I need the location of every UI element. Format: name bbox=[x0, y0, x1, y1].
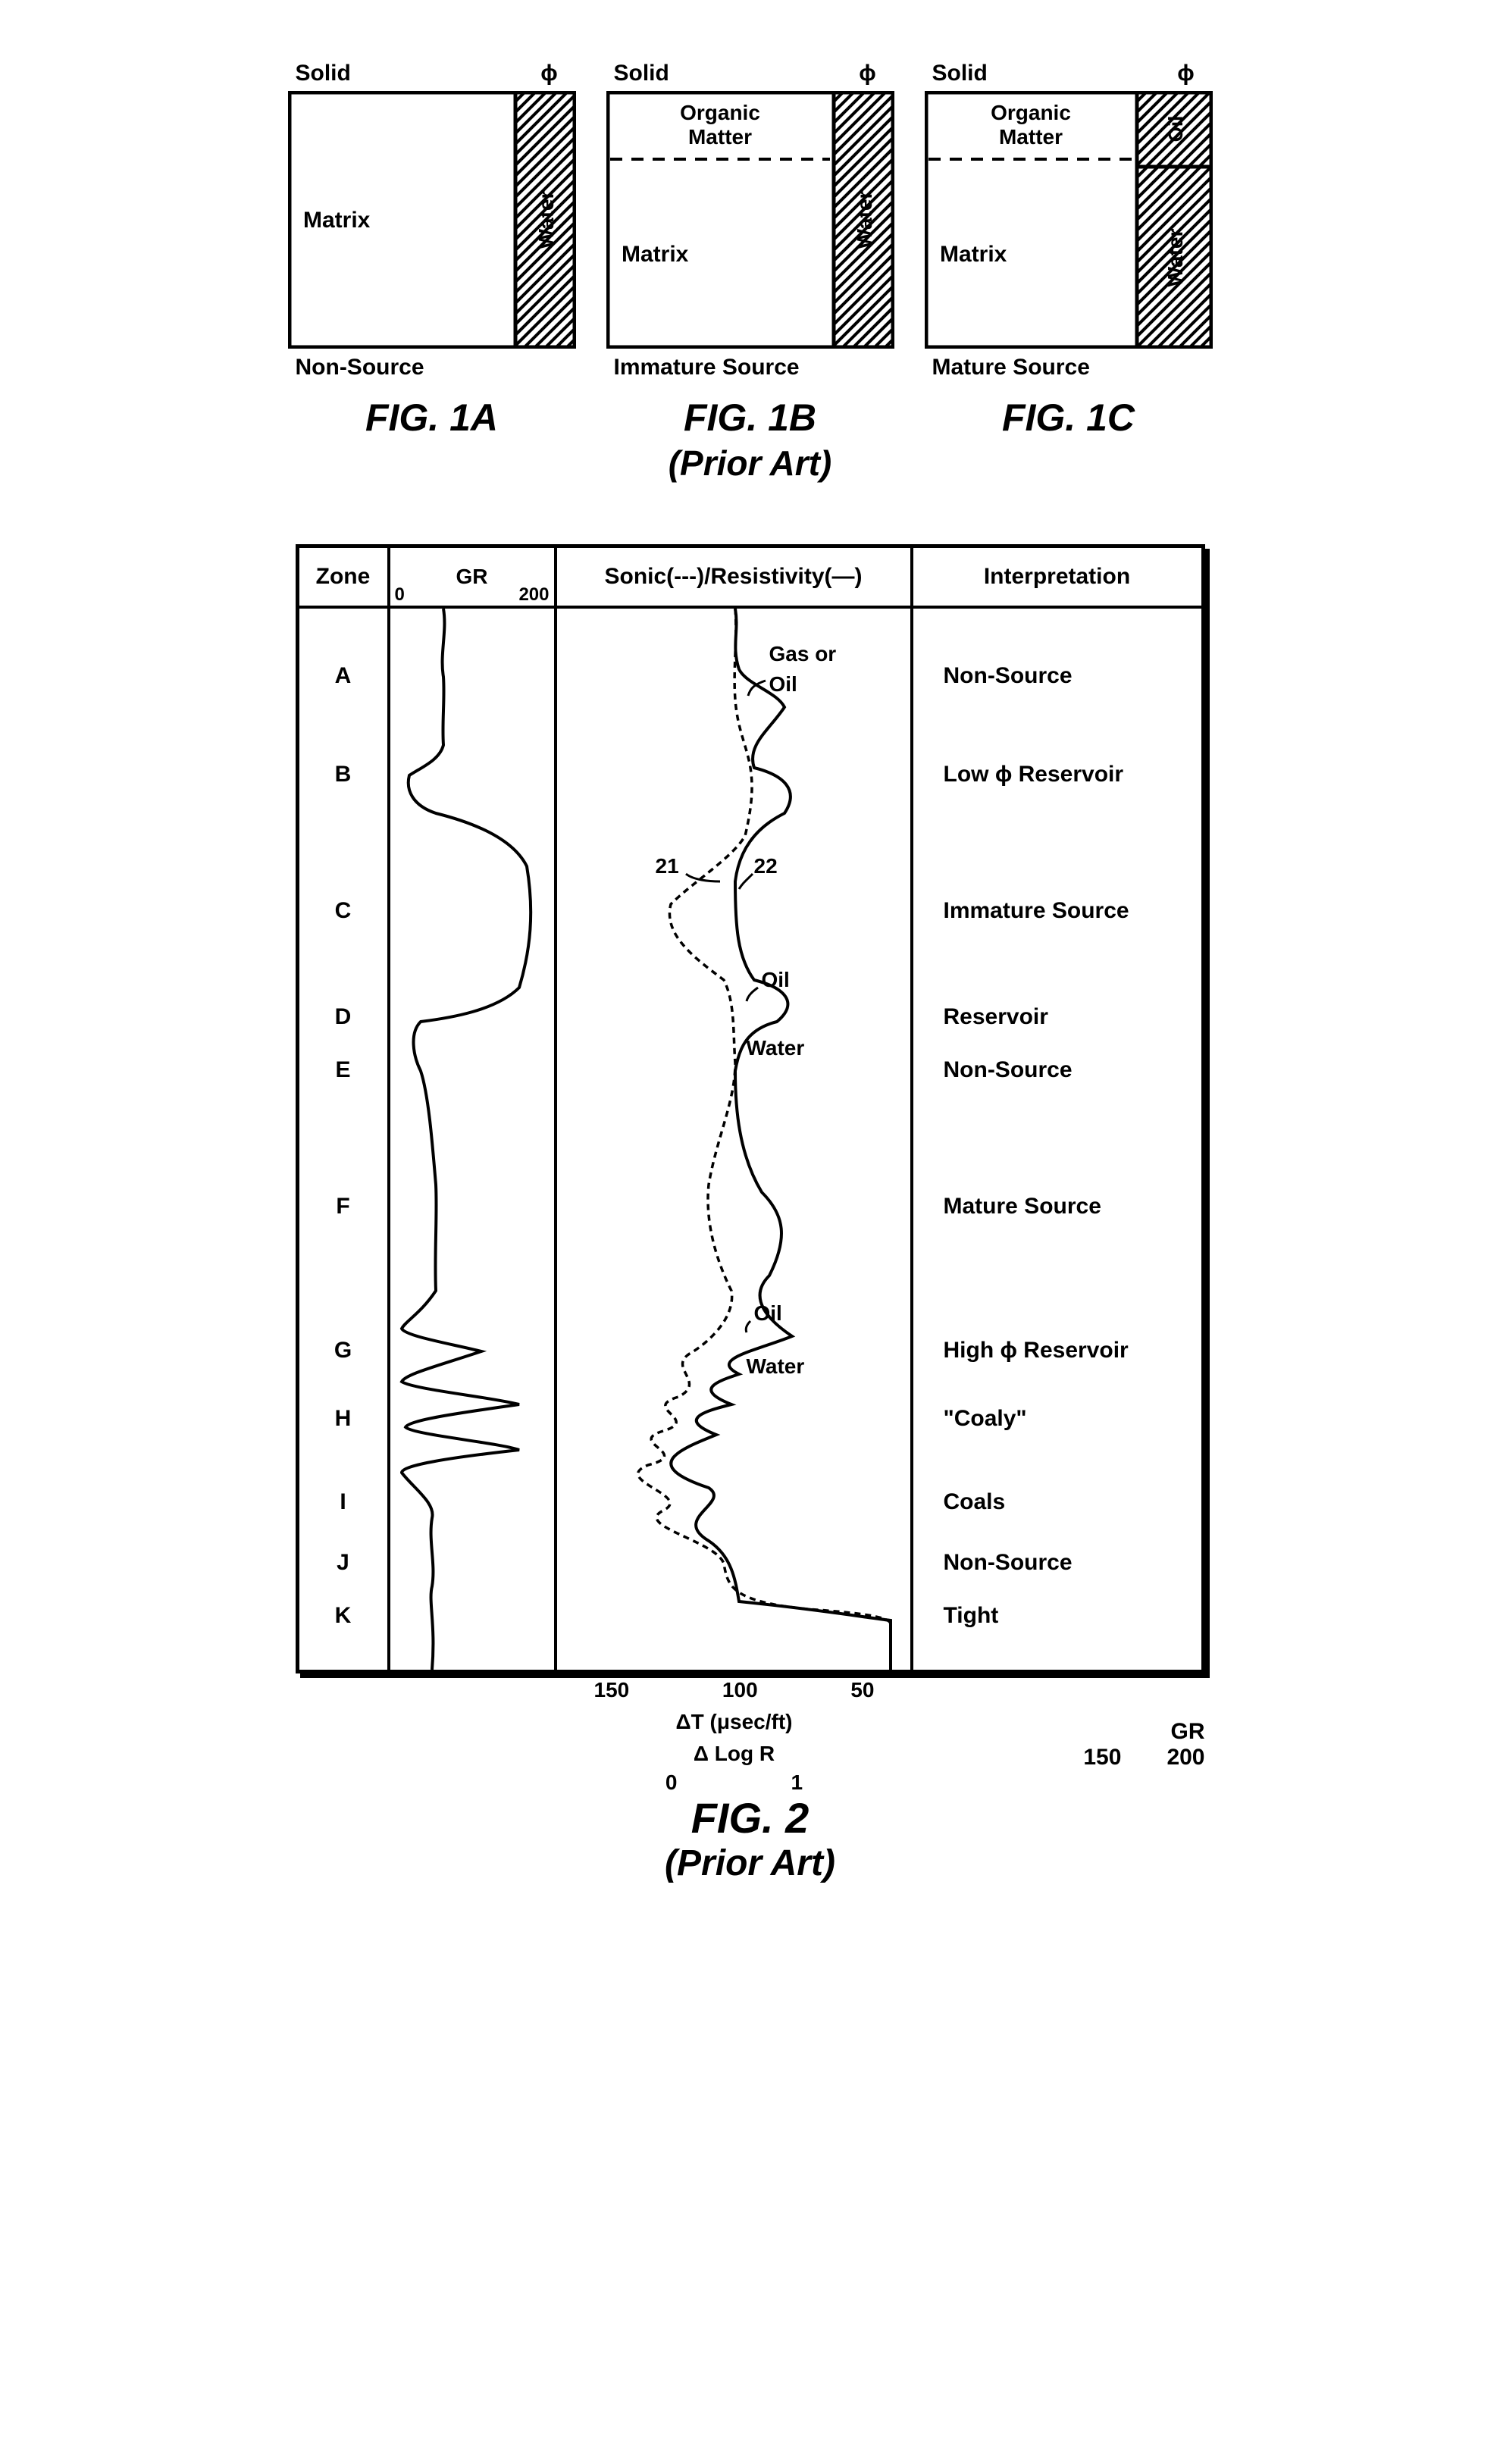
callout-leader bbox=[747, 988, 758, 1001]
dt-tick: 50 bbox=[850, 1678, 874, 1702]
rock-box: Solidϕ Matrix Water Non-Source bbox=[288, 61, 576, 380]
gr-tick: 200 bbox=[1166, 1745, 1204, 1771]
interpretation-label: Non-Source bbox=[944, 1057, 1073, 1083]
svg-text:Matrix: Matrix bbox=[940, 242, 1007, 267]
fig2-wrap: Zone GR 0 200 Sonic(---)/Resistivity(—) … bbox=[227, 544, 1273, 1673]
header-gr-label: GR bbox=[456, 566, 488, 587]
fig2-axes: 150 100 50 ΔT (μsec/ft) Δ Log R 0 1 GR 1… bbox=[296, 1678, 1205, 1771]
svg-text:Matter: Matter bbox=[687, 125, 751, 149]
interpretation-label: Reservoir bbox=[944, 1004, 1048, 1030]
rock-svg: Matrix Water bbox=[288, 91, 576, 349]
zone-label: K bbox=[299, 1603, 387, 1629]
sr-annotation: 21 bbox=[656, 854, 679, 878]
rock-caption: Non-Source bbox=[288, 355, 576, 380]
header-sonic-resist: Sonic(---)/Resistivity(—) bbox=[557, 548, 913, 606]
log-sr-col: Gas or Oil 21 22 Oil Water Oil Water bbox=[557, 609, 913, 1670]
dt-tick: 150 bbox=[594, 1678, 630, 1702]
log-header: Zone GR 0 200 Sonic(---)/Resistivity(—) … bbox=[299, 548, 1201, 609]
svg-text:Water: Water bbox=[1163, 229, 1187, 287]
log-gr-col bbox=[390, 609, 557, 1670]
gr-curve bbox=[402, 609, 531, 1670]
zone-label: J bbox=[299, 1550, 387, 1576]
header-zone: Zone bbox=[299, 548, 390, 606]
interpretation-label: Immature Source bbox=[944, 898, 1129, 924]
interpretation-label: Low ϕ Reservoir bbox=[944, 762, 1124, 787]
dt-tick: 100 bbox=[722, 1678, 758, 1702]
sr-annotation: Water bbox=[747, 1036, 805, 1060]
rock-box: Solidϕ OrganicMatter Matrix Water Immatu… bbox=[606, 61, 894, 380]
interpretation-label: High ϕ Reservoir bbox=[944, 1338, 1129, 1363]
rock-caption: Mature Source bbox=[925, 355, 1213, 380]
interpretation-label: "Coaly" bbox=[944, 1406, 1027, 1432]
fig1-label: FIG. 1B bbox=[606, 396, 894, 440]
header-gr: GR 0 200 bbox=[390, 548, 557, 606]
log-panel: Zone GR 0 200 Sonic(---)/Resistivity(—) … bbox=[296, 544, 1205, 1673]
header-gr-min: 0 bbox=[395, 586, 405, 604]
dlogr-tick: 1 bbox=[791, 1771, 803, 1795]
dt-axis-label: ΔT (μsec/ft) bbox=[556, 1710, 913, 1734]
interpretation-label: Tight bbox=[944, 1603, 999, 1629]
sonic-curve bbox=[637, 609, 890, 1670]
dlogr-axis-label: Δ Log R bbox=[556, 1742, 913, 1766]
zone-label: C bbox=[299, 898, 387, 924]
sr-annotation: Gas or bbox=[769, 642, 837, 666]
interpretation-label: Non-Source bbox=[944, 1550, 1073, 1576]
interpretation-label: Non-Source bbox=[944, 663, 1073, 689]
sr-annotation: Oil bbox=[754, 1301, 782, 1326]
dlogr-ticks: 0 1 bbox=[556, 1771, 913, 1795]
phi-label: ϕ bbox=[1160, 61, 1213, 86]
fig1-label: FIG. 1A bbox=[288, 396, 576, 440]
zone-label: E bbox=[299, 1057, 387, 1083]
zone-label: I bbox=[299, 1489, 387, 1515]
callout-leader bbox=[739, 874, 753, 889]
sr-annotation: Oil bbox=[769, 672, 797, 697]
rock-box: Solidϕ OrganicMatter Matrix Water Oil Ma… bbox=[925, 61, 1213, 380]
header-gr-max: 200 bbox=[518, 586, 549, 604]
svg-text:Matter: Matter bbox=[998, 125, 1062, 149]
log-int-col: Non-Source Low ϕ Reservoir Immature Source… bbox=[913, 609, 1201, 1670]
svg-text:Organic: Organic bbox=[991, 101, 1071, 124]
fig1-row: Solidϕ Matrix Water Non-SourceSolidϕ Org… bbox=[227, 61, 1273, 380]
sr-annotation: Oil bbox=[762, 968, 790, 992]
dt-ticks: 150 100 50 bbox=[556, 1678, 913, 1702]
solid-label: Solid bbox=[925, 61, 1160, 86]
phi-label: ϕ bbox=[523, 61, 576, 86]
fig2-label: FIG. 2 bbox=[227, 1793, 1273, 1843]
fig1-prior-art: (Prior Art) bbox=[227, 443, 1273, 484]
svg-text:Water: Water bbox=[853, 191, 876, 249]
sr-curve-svg bbox=[557, 609, 913, 1670]
gr-curve-svg bbox=[390, 609, 557, 1670]
dlogr-tick: 0 bbox=[665, 1771, 678, 1795]
header-interpretation: Interpretation bbox=[913, 548, 1201, 606]
log-zone-col: A B C D E F G H I J K bbox=[299, 609, 390, 1670]
svg-text:Oil: Oil bbox=[1164, 116, 1187, 142]
svg-text:Matrix: Matrix bbox=[622, 242, 689, 267]
fig1-label: FIG. 1C bbox=[925, 396, 1213, 440]
sr-annotation: 22 bbox=[754, 854, 778, 878]
zone-label: G bbox=[299, 1338, 387, 1363]
resistivity-curve bbox=[671, 609, 891, 1670]
interpretation-label: Coals bbox=[944, 1489, 1006, 1515]
sr-annotation: Water bbox=[747, 1354, 805, 1379]
interpretation-label: Mature Source bbox=[944, 1194, 1101, 1219]
rock-svg: OrganicMatter Matrix Water bbox=[606, 91, 894, 349]
fig2-prior-art: (Prior Art) bbox=[227, 1843, 1273, 1884]
fig1-labels-row: FIG. 1A FIG. 1B FIG. 1C bbox=[227, 396, 1273, 440]
gr-tick: 150 bbox=[1083, 1745, 1121, 1771]
svg-text:Matrix: Matrix bbox=[303, 208, 371, 233]
zone-label: F bbox=[299, 1194, 387, 1219]
callout-leader bbox=[746, 1321, 750, 1332]
solid-label: Solid bbox=[606, 61, 841, 86]
solid-label: Solid bbox=[288, 61, 523, 86]
svg-text:Water: Water bbox=[534, 191, 558, 249]
rock-caption: Immature Source bbox=[606, 355, 894, 380]
zone-label: B bbox=[299, 762, 387, 787]
zone-label: D bbox=[299, 1004, 387, 1030]
zone-label: H bbox=[299, 1406, 387, 1432]
log-body: ABCDEFGHIJK Gas orOil2122OilWaterOilWa bbox=[299, 609, 1201, 1670]
zone-label: A bbox=[299, 663, 387, 689]
svg-text:Organic: Organic bbox=[680, 101, 760, 124]
rock-svg: OrganicMatter Matrix Water Oil bbox=[925, 91, 1213, 349]
phi-label: ϕ bbox=[841, 61, 894, 86]
